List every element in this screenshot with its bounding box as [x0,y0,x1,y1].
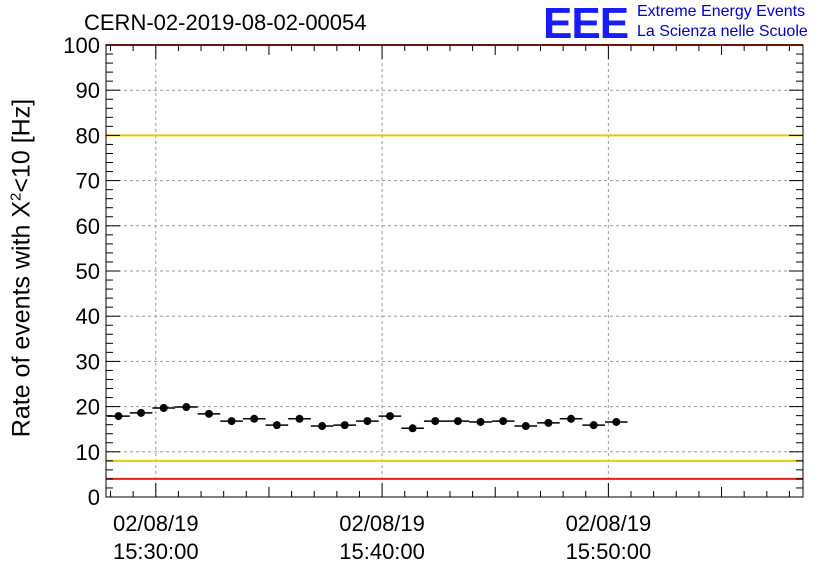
y-tick-label: 100 [63,33,100,58]
data-point [453,417,462,426]
data-point [114,412,123,421]
data-point [612,417,621,426]
y-tick-label: 90 [76,78,100,103]
y-tick-label: 0 [88,485,100,510]
data-point [159,403,168,412]
data-point [318,422,327,431]
data-point [295,414,304,423]
data-point [544,418,553,427]
data-point [182,403,191,412]
y-tick-label: 70 [76,169,100,194]
eee-logo-text: Extreme Energy Events La Scienza nelle S… [637,2,808,42]
logo-line-2: La Scienza nelle Scuole [637,23,808,40]
logo-line-1: Extreme Energy Events [637,3,806,20]
data-point [137,408,146,417]
x-tick-date-label: 02/08/19 [566,511,652,536]
y-tick-label: 30 [76,349,100,374]
x-tick-date-label: 02/08/19 [339,511,425,536]
x-tick-date-label: 02/08/19 [113,511,199,536]
x-tick-time-label: 15:50:00 [566,539,652,564]
data-point [272,421,281,430]
y-tick-label: 40 [76,304,100,329]
y-tick-label: 10 [76,440,100,465]
data-point [227,417,236,426]
eee-logo: EEE [543,0,629,48]
data-point [204,409,213,418]
y-tick-label: 50 [76,259,100,284]
y-tick-label: 20 [76,395,100,420]
data-point [431,417,440,426]
data-point [476,417,485,426]
data-point [408,424,417,433]
x-tick-time-label: 15:30:00 [113,539,199,564]
data-point [340,421,349,430]
x-tick-time-label: 15:40:00 [339,539,425,564]
data-point [499,417,508,426]
data-point [521,422,530,431]
data-point [250,414,259,423]
chart-title: CERN-02-2019-08-02-00054 [84,10,367,35]
data-point [386,412,395,421]
data-point [567,414,576,423]
data-point [363,417,372,426]
y-tick-label: 60 [76,214,100,239]
data-point [589,421,598,430]
y-tick-label: 80 [76,123,100,148]
